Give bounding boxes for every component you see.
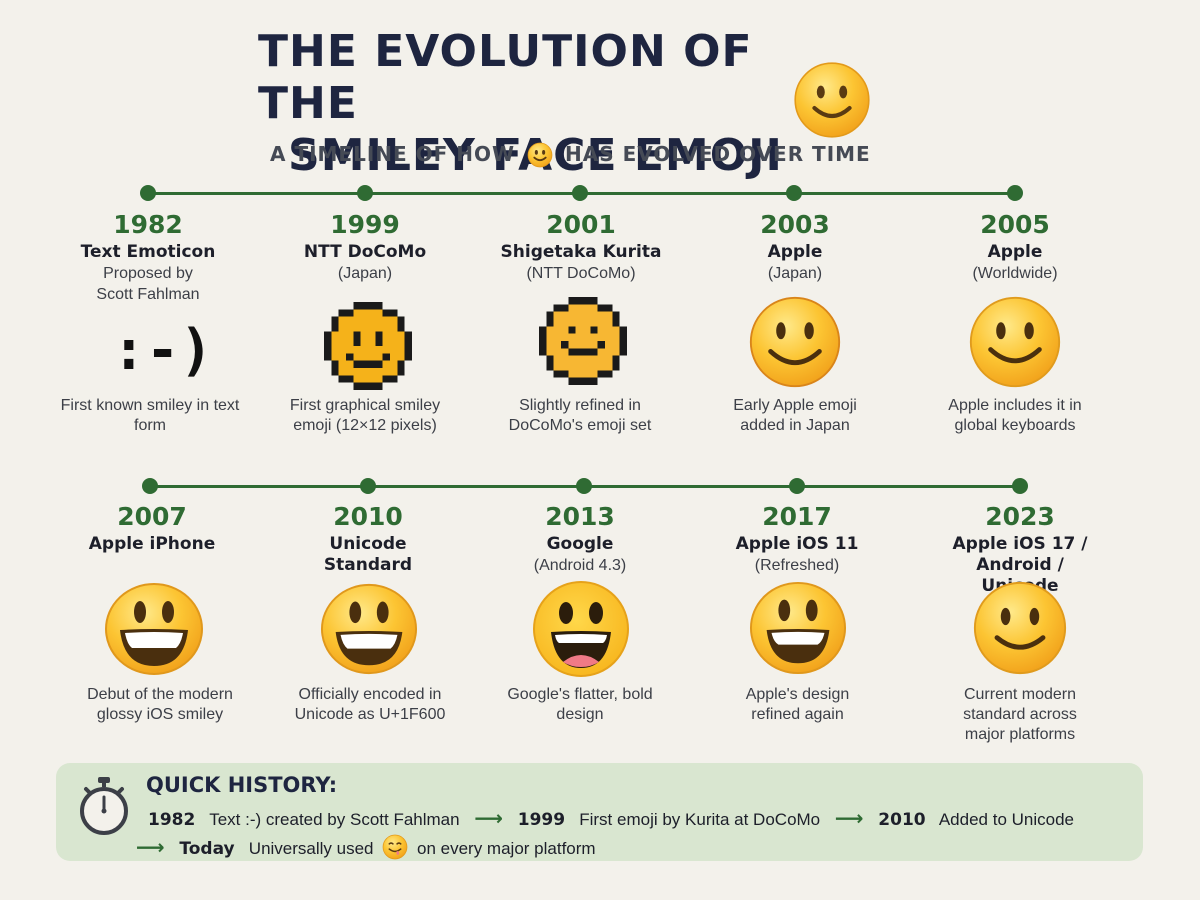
- text-emoticon-art: :-): [112, 318, 214, 383]
- history-text: First emoji by Kurita at DoCoMo: [579, 810, 821, 829]
- title-line-1: THE EVOLUTION OF THE: [258, 26, 753, 129]
- event-description: First graphical smiley emoji (12×12 pixe…: [289, 397, 441, 434]
- event-description: Apple includes it in global keyboards: [948, 397, 1082, 434]
- timeline-dot-2007: [142, 478, 158, 494]
- timeline-item-1982: 1982 Text Emoticon Proposed by Scott Fah…: [48, 210, 248, 305]
- timeline-item-2001: 2001 Shigetaka Kurita (NTT DoCoMo): [481, 210, 681, 284]
- subtitle-before: A TIMELINE OF HOW: [270, 142, 516, 166]
- stopwatch-icon: [76, 775, 132, 842]
- face-savoring-food-icon: [382, 834, 408, 860]
- year-label: 2013: [545, 502, 615, 531]
- event-description: Google's flatter, bold design: [507, 686, 653, 723]
- subtitle-after: HAS EVOLVED OVER TIME: [565, 142, 871, 166]
- timeline-dot-1982: [140, 185, 156, 201]
- timeline-item-2010: 2010 Unicode Standard: [268, 502, 468, 576]
- event-name: Apple: [987, 242, 1043, 262]
- history-row-2: ⟶ Today Universally used on every major …: [136, 834, 596, 860]
- apple-smiley-2005-icon: [968, 295, 1062, 394]
- event-name: Shigetaka Kurita: [500, 242, 662, 262]
- event-subtitle: (NTT DoCoMo): [526, 265, 636, 282]
- event-description: Early Apple emoji added in Japan: [733, 397, 857, 434]
- pixel-smiley-1999-icon: [324, 302, 412, 395]
- timeline-dot-2003: [786, 185, 802, 201]
- event-subtitle: (Japan): [767, 265, 823, 282]
- timeline-dot-2005: [1007, 185, 1023, 201]
- google-grinning-face-2013-icon: [531, 580, 631, 683]
- timeline-dot-2017: [789, 478, 805, 494]
- small-smiley-icon: [527, 142, 553, 168]
- year-label: 2001: [546, 210, 616, 239]
- slightly-smiling-face-2023-icon: [972, 580, 1068, 681]
- pixel-smiley-2001-icon: [539, 297, 627, 390]
- grinning-face-2010-icon: [320, 582, 418, 681]
- event-name: NTT DoCoMo: [303, 242, 427, 262]
- quick-history-panel: [56, 763, 1143, 861]
- arrow-right-icon: ⟶: [474, 808, 503, 830]
- timeline-dot-1999: [357, 185, 373, 201]
- year-label: 2003: [760, 210, 830, 239]
- event-name: Google: [546, 534, 614, 554]
- history-year: 1999: [517, 810, 566, 830]
- timeline-item-2005: 2005 Apple (Worldwide): [915, 210, 1115, 284]
- grinning-face-2007-icon: [104, 582, 204, 681]
- apple-smiley-2003-icon: [748, 295, 842, 394]
- event-subtitle: (Android 4.3): [533, 557, 627, 574]
- history-year: 2010: [878, 810, 926, 830]
- timeline-dot-2023: [1012, 478, 1028, 494]
- year-label: 1999: [330, 210, 400, 239]
- timeline-dot-2010: [360, 478, 376, 494]
- event-name: Apple iOS 11: [735, 534, 859, 554]
- event-subtitle: (Worldwide): [972, 265, 1058, 282]
- year-label: 1982: [113, 210, 183, 239]
- year-label: 2017: [762, 502, 832, 531]
- history-text: on every major platform: [417, 839, 596, 858]
- event-description: Officially encoded in Unicode as U+1F600: [294, 686, 446, 723]
- event-name: Apple: [767, 242, 823, 262]
- grinning-face-2017-icon: [749, 580, 847, 681]
- event-name: Apple iPhone: [88, 534, 216, 554]
- arrow-right-icon: ⟶: [834, 808, 864, 830]
- history-year: 1982: [148, 810, 196, 830]
- history-text: Universally used: [248, 839, 374, 858]
- year-label: 2010: [333, 502, 403, 531]
- event-name: Text Emoticon: [80, 242, 216, 262]
- page-title: THE EVOLUTION OF THE SMILEY FACE EMOJI: [258, 26, 818, 182]
- event-subtitle: (Refreshed): [754, 557, 840, 574]
- history-text: Added to Unicode: [938, 810, 1074, 829]
- year-label: 2007: [117, 502, 187, 531]
- history-text: Text :-) created by Scott Fahlman: [209, 810, 460, 829]
- timeline-item-2003: 2003 Apple (Japan): [695, 210, 895, 284]
- timeline-item-2017: 2017 Apple iOS 11 (Refreshed): [697, 502, 897, 576]
- arrow-right-icon: ⟶: [136, 837, 165, 859]
- quick-history-title: QUICK HISTORY:: [146, 773, 338, 797]
- event-description: Slightly refined in DoCoMo's emoji set: [508, 397, 652, 434]
- history-row-1: 1982 Text :-) created by Scott Fahlman ⟶…: [148, 806, 1074, 831]
- event-description: Current modern standard across major pla…: [963, 686, 1077, 743]
- year-label: 2023: [985, 502, 1055, 531]
- event-description: Apple's design refined again: [745, 686, 850, 723]
- event-subtitle: Proposed by Scott Fahlman: [96, 265, 200, 303]
- timeline-item-2013: 2013 Google (Android 4.3): [480, 502, 680, 576]
- event-name: Unicode Standard: [323, 534, 413, 575]
- timeline-dot-2001: [572, 185, 588, 201]
- event-subtitle: (Japan): [337, 265, 393, 282]
- year-label: 2005: [980, 210, 1050, 239]
- event-description: Debut of the modern glossy iOS smiley: [87, 686, 233, 723]
- timeline-dot-2013: [576, 478, 592, 494]
- page-subtitle: A TIMELINE OF HOW HAS EVOLVED OVER TIME: [270, 142, 870, 168]
- event-description: First known smiley in text form: [60, 397, 240, 434]
- timeline-item-2007: 2007 Apple iPhone: [52, 502, 252, 555]
- history-year: Today: [179, 839, 235, 859]
- slightly-smiling-face-icon: [792, 60, 872, 145]
- timeline-item-1999: 1999 NTT DoCoMo (Japan): [265, 210, 465, 284]
